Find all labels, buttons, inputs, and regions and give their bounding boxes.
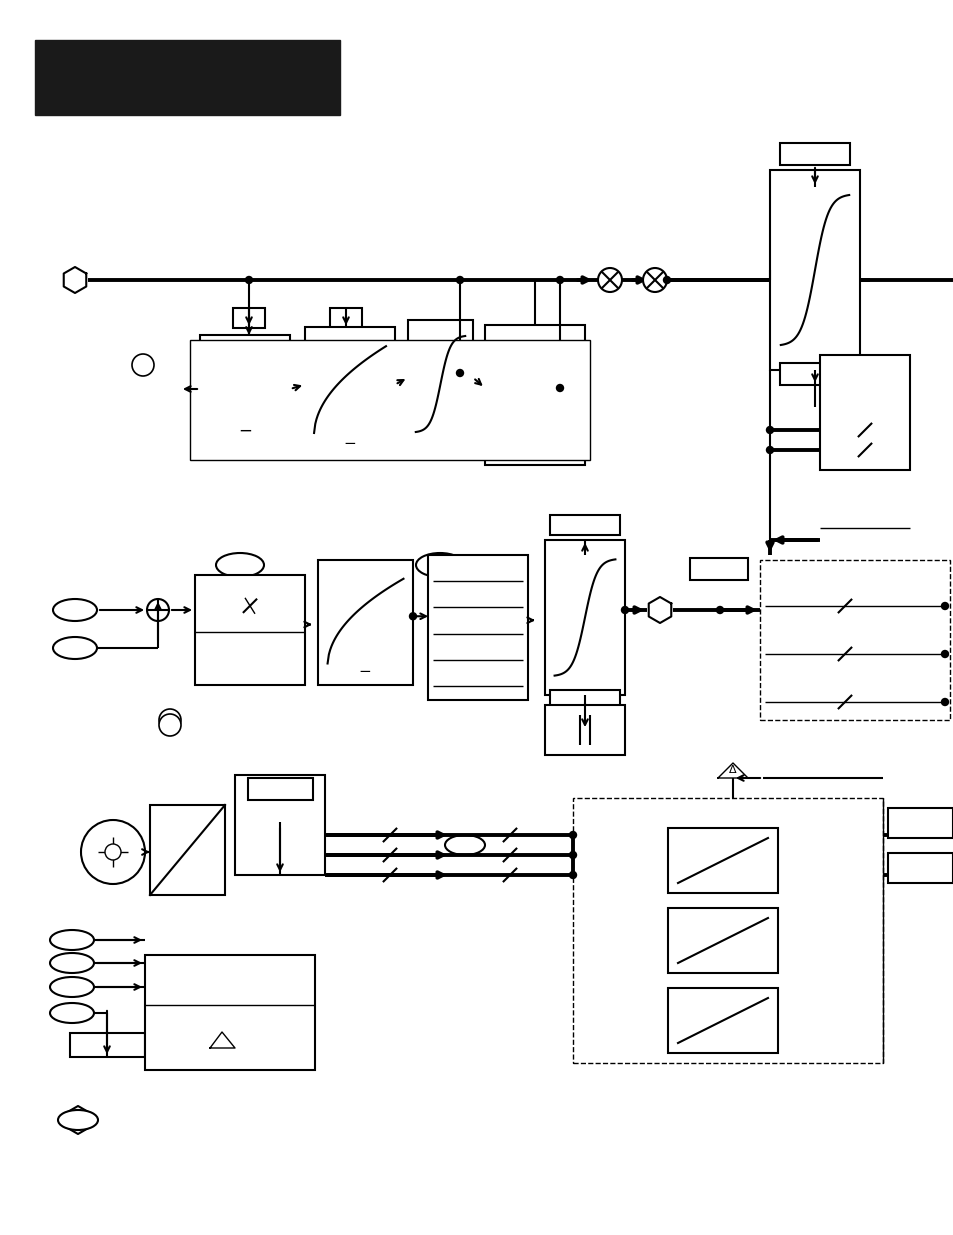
Bar xyxy=(194,576,305,685)
Text: −: − xyxy=(343,436,356,451)
Bar xyxy=(330,308,361,329)
Bar xyxy=(820,354,909,471)
Circle shape xyxy=(598,268,621,291)
Ellipse shape xyxy=(53,599,97,621)
Ellipse shape xyxy=(831,400,887,436)
Circle shape xyxy=(642,268,666,291)
Circle shape xyxy=(556,277,563,284)
Bar xyxy=(667,827,778,893)
Circle shape xyxy=(941,651,947,657)
Circle shape xyxy=(716,606,722,614)
Circle shape xyxy=(556,384,563,391)
Bar xyxy=(145,955,314,1070)
Circle shape xyxy=(765,426,773,433)
Ellipse shape xyxy=(444,835,484,855)
Circle shape xyxy=(941,603,947,610)
Circle shape xyxy=(569,831,576,839)
Circle shape xyxy=(456,369,463,377)
Ellipse shape xyxy=(215,553,264,577)
Bar xyxy=(190,340,589,459)
Bar xyxy=(887,853,952,883)
Bar xyxy=(544,705,624,755)
Circle shape xyxy=(245,277,253,284)
Bar xyxy=(70,1032,145,1057)
Bar xyxy=(200,335,290,454)
Ellipse shape xyxy=(50,1003,94,1023)
Bar xyxy=(887,808,952,839)
Ellipse shape xyxy=(416,553,463,577)
Ellipse shape xyxy=(58,1110,98,1130)
Circle shape xyxy=(569,872,576,878)
Bar xyxy=(769,170,859,370)
Bar xyxy=(544,540,624,695)
Bar xyxy=(780,143,849,165)
Bar xyxy=(760,559,949,720)
Bar xyxy=(150,805,225,895)
Circle shape xyxy=(941,699,947,705)
Circle shape xyxy=(765,447,773,453)
Ellipse shape xyxy=(50,930,94,950)
Bar xyxy=(689,558,747,580)
Circle shape xyxy=(620,606,628,614)
Circle shape xyxy=(662,277,670,284)
Bar xyxy=(234,776,325,876)
Bar xyxy=(233,308,265,329)
Ellipse shape xyxy=(50,977,94,997)
Circle shape xyxy=(569,851,576,858)
Bar xyxy=(317,559,413,685)
Circle shape xyxy=(105,844,121,860)
Bar xyxy=(550,515,619,535)
Text: −: − xyxy=(238,422,252,440)
Circle shape xyxy=(81,820,145,884)
Circle shape xyxy=(132,354,153,375)
Bar xyxy=(667,988,778,1053)
Bar xyxy=(248,778,313,800)
Bar xyxy=(408,320,473,448)
Text: Δ: Δ xyxy=(728,764,736,776)
Bar xyxy=(35,40,339,115)
Circle shape xyxy=(159,714,181,736)
Ellipse shape xyxy=(53,637,97,659)
Bar xyxy=(573,798,882,1063)
Bar xyxy=(428,555,527,700)
Bar xyxy=(484,325,584,466)
Circle shape xyxy=(147,599,169,621)
Circle shape xyxy=(159,709,181,731)
Bar xyxy=(780,363,849,385)
Circle shape xyxy=(456,277,463,284)
Ellipse shape xyxy=(50,953,94,973)
Bar xyxy=(667,908,778,973)
Circle shape xyxy=(409,613,416,620)
Text: −: − xyxy=(358,663,371,678)
Bar xyxy=(550,690,619,710)
Bar xyxy=(305,327,395,454)
